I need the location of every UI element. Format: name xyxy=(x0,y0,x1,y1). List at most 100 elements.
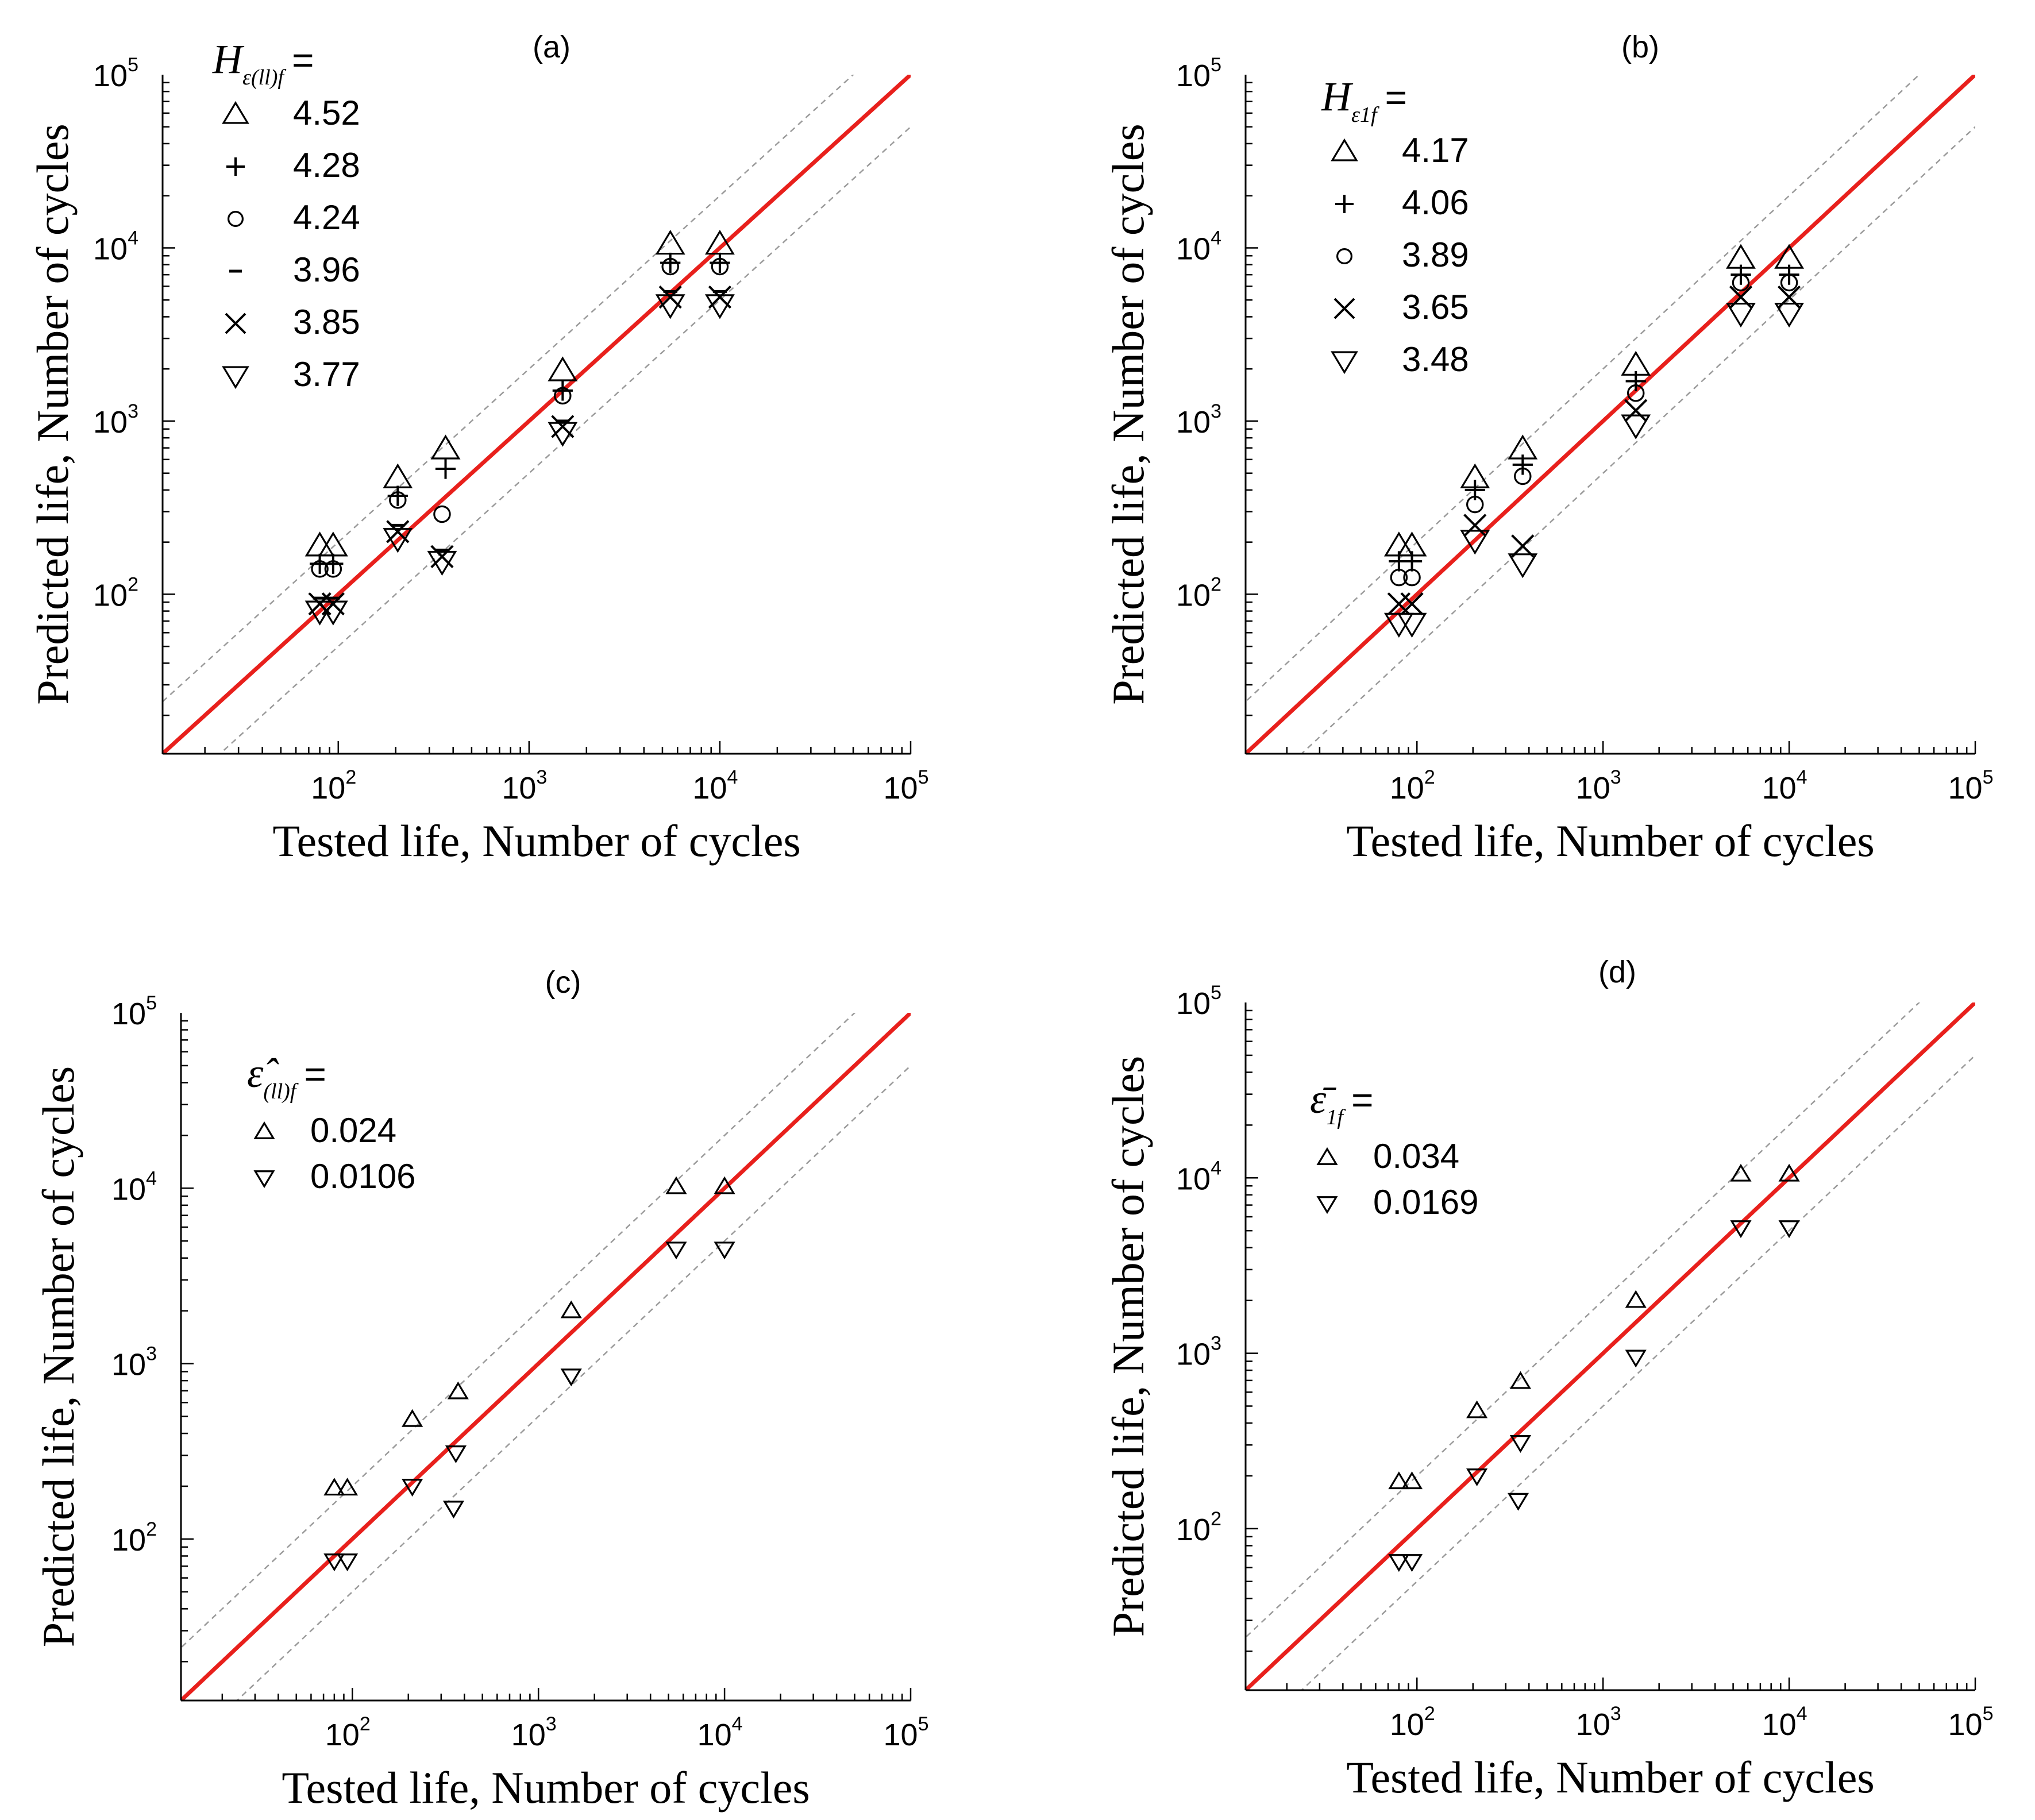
legend-marker xyxy=(1336,248,1353,265)
data-point xyxy=(560,1368,582,1387)
legend-label: 3.77 xyxy=(293,355,360,394)
y-axis-title: Predicted life, Number of cycles xyxy=(1103,124,1153,704)
factor-two-band-line xyxy=(236,1065,911,1701)
legend-marker xyxy=(253,1170,275,1189)
y-tick-label: 105 xyxy=(1176,54,1221,93)
series-triangle-up xyxy=(323,1176,735,1496)
data-point xyxy=(1460,530,1490,555)
legend-label: 4.06 xyxy=(1402,183,1469,222)
data-point xyxy=(655,294,685,319)
y-tick-label: 103 xyxy=(1176,400,1221,439)
data-point xyxy=(1729,285,1753,309)
data-point xyxy=(554,387,572,405)
data-point xyxy=(402,1479,423,1497)
series-triangle-up xyxy=(305,229,735,557)
data-point xyxy=(1509,1435,1532,1453)
data-point xyxy=(1732,273,1750,292)
data-point xyxy=(1511,534,1535,558)
data-point xyxy=(1625,371,1646,392)
legend-marker xyxy=(222,101,249,124)
x-axis-title: Tested life, Number of cycles xyxy=(282,1763,810,1813)
x-tick-label: 102 xyxy=(311,766,356,805)
x-tick-label: 103 xyxy=(511,1713,557,1752)
data-point xyxy=(1401,1471,1423,1490)
factor-two-band-line xyxy=(219,126,911,754)
data-point xyxy=(442,1501,465,1519)
series-dash xyxy=(313,290,727,600)
data-point xyxy=(1401,1554,1423,1572)
legend-label: 3.85 xyxy=(293,303,360,341)
data-point xyxy=(1730,1220,1752,1239)
y-tick-label: 104 xyxy=(1176,227,1221,266)
legend-marker xyxy=(1331,138,1358,161)
y-tick-label: 102 xyxy=(111,1518,157,1557)
data-point xyxy=(1388,1471,1410,1490)
data-point xyxy=(445,1445,467,1463)
data-point xyxy=(1514,467,1532,485)
data-point xyxy=(323,1478,345,1496)
data-point xyxy=(1466,495,1484,514)
legend-label: 3.96 xyxy=(293,250,360,289)
series-triangle-down xyxy=(1383,302,1805,638)
data-point xyxy=(1512,454,1533,475)
data-point xyxy=(1403,568,1421,587)
data-point xyxy=(1508,553,1538,579)
legend-title: ε̂(ll)f = xyxy=(247,1050,326,1104)
data-point xyxy=(323,1553,345,1572)
y-tick-label: 102 xyxy=(1176,1508,1221,1547)
data-point xyxy=(336,1478,359,1496)
data-point xyxy=(383,463,413,488)
data-point xyxy=(427,550,457,576)
y-axis-title: Predicted life, Number of cycles xyxy=(28,124,78,704)
data-point xyxy=(1625,1290,1647,1308)
panel-label: (d) xyxy=(1598,955,1636,989)
data-point xyxy=(324,560,342,578)
reference-lines xyxy=(1246,1002,1975,1690)
x-tick-label: 105 xyxy=(884,1713,929,1752)
legend-label: 4.24 xyxy=(293,198,360,237)
legend-title: Hε(ll)f = xyxy=(212,36,314,90)
data-point xyxy=(435,458,456,479)
legend-label: 0.0169 xyxy=(1373,1183,1479,1221)
data-point xyxy=(305,531,335,557)
data-point xyxy=(402,1409,423,1427)
data-point xyxy=(1730,1163,1752,1182)
y-axis-title: Predicted life, Number of cycles xyxy=(33,1066,83,1647)
legend-label: 4.17 xyxy=(1402,131,1469,169)
data-point xyxy=(1466,1468,1488,1487)
y-tick-label: 103 xyxy=(93,400,138,439)
legend-label: 0.024 xyxy=(310,1111,396,1150)
data-point xyxy=(1777,285,1801,309)
legend-label: 4.52 xyxy=(293,94,360,132)
reference-lines xyxy=(163,75,911,754)
legend-marker xyxy=(226,157,245,176)
y-tick-label: 104 xyxy=(93,227,138,266)
legend-marker xyxy=(225,313,246,334)
data-point xyxy=(1390,568,1408,587)
y-tick-label: 103 xyxy=(111,1343,157,1382)
legend-label: 3.48 xyxy=(1402,340,1469,379)
data-point xyxy=(1621,414,1651,439)
data-point xyxy=(560,1300,582,1318)
data-point xyxy=(665,1241,687,1260)
series-circle xyxy=(311,257,729,578)
data-point xyxy=(389,491,407,509)
legend-label: 4.28 xyxy=(293,146,360,184)
x-tick-label: 103 xyxy=(1576,766,1621,805)
x-axis-title: Tested life, Number of cycles xyxy=(1346,816,1874,866)
data-point xyxy=(714,1241,735,1260)
x-tick-label: 104 xyxy=(1762,1703,1807,1742)
series-triangle-down xyxy=(305,294,735,626)
panel-label: (b) xyxy=(1621,30,1659,64)
y-tick-label: 104 xyxy=(111,1167,157,1206)
equality-line xyxy=(181,1013,911,1701)
y-tick-label: 105 xyxy=(93,54,138,93)
series-triangle-up xyxy=(1388,1163,1800,1490)
panel-label: (c) xyxy=(545,965,581,1000)
x-tick-label: 105 xyxy=(1948,766,1994,805)
data-point xyxy=(655,229,685,255)
data-point xyxy=(1774,302,1805,328)
legend: Hε(ll)f = 4.52 4.28 4.24 3.96 3.85 3.77 xyxy=(212,36,360,394)
legend-label: 0.0106 xyxy=(310,1157,416,1196)
data-point xyxy=(1463,514,1487,537)
